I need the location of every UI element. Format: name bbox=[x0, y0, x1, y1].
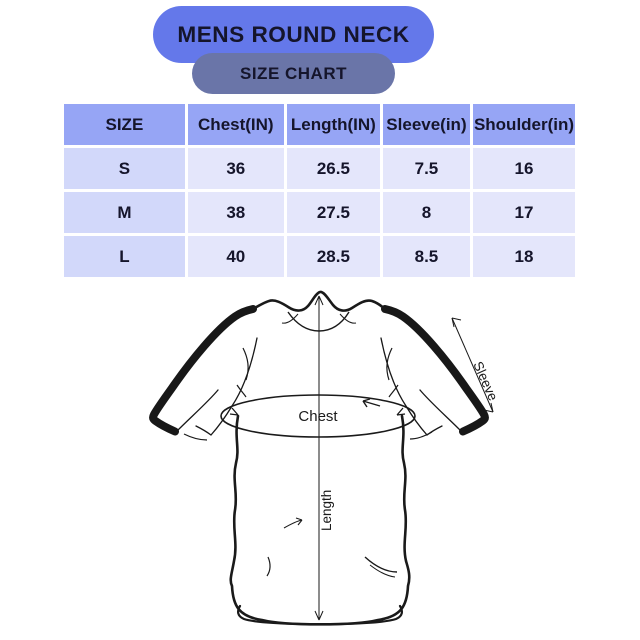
svg-text:Length: Length bbox=[319, 490, 334, 531]
svg-text:Chest: Chest bbox=[298, 408, 338, 425]
